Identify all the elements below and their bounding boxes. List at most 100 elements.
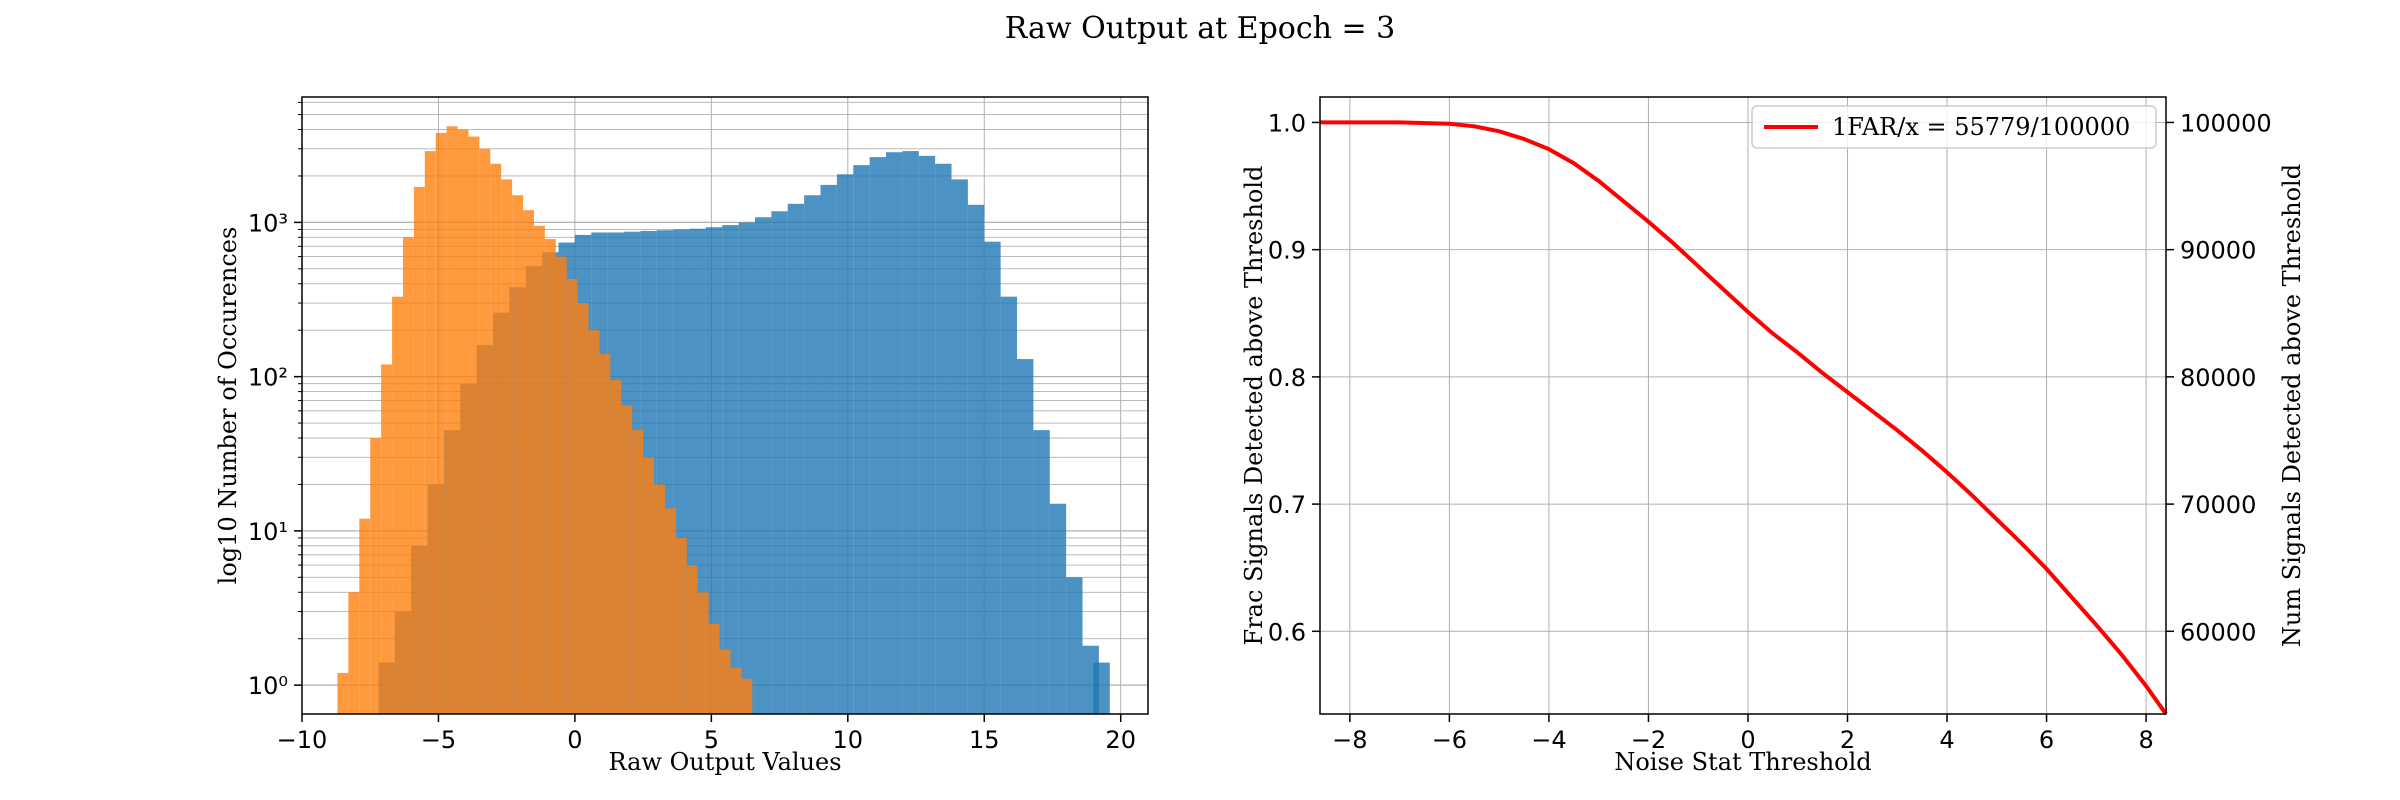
curve-y-tick-label: 0.8 (1268, 364, 1306, 392)
histogram-bar-signal (1017, 359, 1034, 714)
histogram-bar-noise (523, 210, 534, 715)
histogram-bar-noise (402, 237, 414, 714)
histogram-bar-noise (370, 438, 382, 714)
curve-x-tick-label: 4 (1939, 726, 1954, 754)
histogram-bar-signal (820, 184, 837, 714)
histogram-bar-noise (479, 148, 491, 715)
histogram-bar-signal (967, 204, 985, 715)
histogram-bar-signal (853, 165, 870, 714)
histogram-bar-signal (1093, 662, 1110, 714)
histogram-bar-noise (577, 303, 589, 714)
curve-x-tick-label: 0 (1740, 726, 1755, 754)
histogram-bar-noise (610, 380, 622, 714)
figure-title: Raw Output at Epoch = 3 (1005, 11, 1396, 46)
histogram-bar-noise (697, 592, 709, 714)
curve-legend: 1FAR/x = 55779/100000 (1751, 105, 2157, 149)
histogram-bar-signal (722, 225, 739, 715)
histogram-bar-noise (566, 278, 578, 714)
histogram-bar-noise (686, 565, 698, 714)
histogram-bar-noise (533, 225, 545, 715)
histogram-bar-signal (886, 152, 903, 715)
histogram-bar-noise (588, 330, 600, 714)
curve-series-line (1320, 120, 2168, 716)
curve-y-tick-label: 0.9 (1268, 237, 1306, 265)
curve-right-y-axis-label: Num Signals Detected above Threshold (2278, 164, 2306, 647)
histogram-bar-signal (1049, 503, 1067, 714)
histogram-bar-noise (435, 132, 447, 714)
curve-right-y-tick-label: 90000 (2180, 237, 2256, 265)
histogram-x-tick-label: 5 (704, 726, 719, 754)
histogram-bar-noise (457, 129, 469, 715)
curve-x-tick-label: −4 (1531, 726, 1566, 754)
histogram-x-axis-label: Raw Output Values (608, 748, 841, 776)
histogram-bar-signal (935, 163, 952, 714)
histogram-bar-noise (621, 405, 633, 714)
histogram-bar-noise (675, 537, 687, 714)
histogram-bar-signal (951, 179, 968, 714)
histogram-bar-signal (755, 217, 772, 714)
histogram-bar-signal (984, 241, 1001, 714)
histogram-bar-signal (918, 155, 936, 715)
curve-grid (1320, 97, 2166, 714)
curve-y-axis-label: Frac Signals Detected above Threshold (1240, 166, 1268, 646)
curve-x-ticks: −8 −6 −4 −2 0 2 4 6 8 (1332, 714, 2154, 754)
curve-right-y-tick-label: 70000 (2180, 491, 2256, 519)
histogram-bar-noise (664, 508, 676, 714)
histogram-bar-noise (555, 256, 567, 714)
legend-label: 1FAR/x = 55779/100000 (1832, 113, 2130, 141)
histogram-bar-noise (424, 151, 436, 714)
histogram-x-tick-label: −5 (421, 726, 456, 754)
histogram-bar-signal (869, 157, 887, 715)
curve-x-tick-label: −8 (1332, 726, 1367, 754)
histogram-bar-noise (719, 649, 731, 714)
histogram-bar-noise (446, 126, 458, 715)
curve-y-tick-label: 1.0 (1268, 109, 1306, 137)
histogram-bar-noise (348, 592, 360, 714)
histogram-bar-noise (490, 163, 502, 714)
curve-x-tick-label: −6 (1432, 726, 1467, 754)
histogram-x-tick-label: 0 (567, 726, 582, 754)
histogram-bar-noise (359, 518, 371, 714)
curve-y-tick-label: 0.6 (1268, 618, 1306, 646)
histogram-bar-noise (501, 179, 513, 714)
histogram-noise-series (337, 126, 753, 715)
histogram-bar-noise (730, 667, 742, 714)
histogram-y-ticks: 10⁰ 10¹ 10² 10³ (248, 101, 302, 700)
legend-box (1751, 105, 2157, 149)
histogram-bar-noise (632, 430, 644, 714)
histogram-bar-signal (1033, 430, 1050, 714)
detection-curve-chart: −8 −6 −4 −2 0 2 4 6 8 0.6 0.7 0.8 0.9 1.0 60000 70000… (1240, 96, 2306, 776)
histogram-bar-signal (705, 227, 723, 714)
histogram-bar-noise (654, 484, 665, 714)
curve-right-y-ticks: 60000 70000 80000 90000 100000 (2166, 109, 2272, 646)
histogram-bar-signal (1066, 577, 1083, 714)
histogram-chart: −10 −5 0 5 10 15 20 10⁰ 10¹ 10² 10³ Raw Output Va… (214, 96, 1149, 776)
histogram-bar-noise (708, 623, 720, 714)
histogram-bar-noise (512, 195, 524, 715)
histogram-y-tick-label: 10¹ (248, 518, 288, 546)
histogram-bar-signal (771, 211, 788, 715)
histogram-x-tick-label: 10 (833, 726, 864, 754)
histogram-y-tick-label: 10⁰ (248, 672, 288, 700)
histogram-bar-signal (902, 151, 919, 714)
histogram-bar-noise (468, 136, 480, 715)
histogram-bar-noise (643, 457, 655, 714)
histogram-bar-signal (1000, 296, 1018, 714)
histogram-bar-noise (544, 239, 556, 714)
histogram-bar-signal (804, 195, 821, 715)
histogram-y-tick-label: 10³ (248, 209, 288, 237)
histogram-bar-signal (787, 203, 805, 715)
curve-right-y-tick-label: 80000 (2180, 364, 2256, 392)
curve-x-tick-label: −2 (1631, 726, 1666, 754)
histogram-bar-noise (381, 364, 393, 714)
curve-y-tick-label: 0.7 (1268, 491, 1306, 519)
curve-right-y-tick-label: 100000 (2180, 109, 2272, 137)
curve-plot-frame (1319, 96, 2167, 715)
curve-right-y-tick-label: 60000 (2180, 618, 2256, 646)
histogram-bar-signal (836, 174, 854, 715)
histogram-bar-noise (599, 354, 611, 714)
histogram-y-axis-label: log10 Number of Occurences (214, 227, 242, 585)
curve-y-ticks: 0.6 0.7 0.8 0.9 1.0 (1268, 109, 1320, 646)
histogram-plot-frame (301, 96, 1149, 715)
